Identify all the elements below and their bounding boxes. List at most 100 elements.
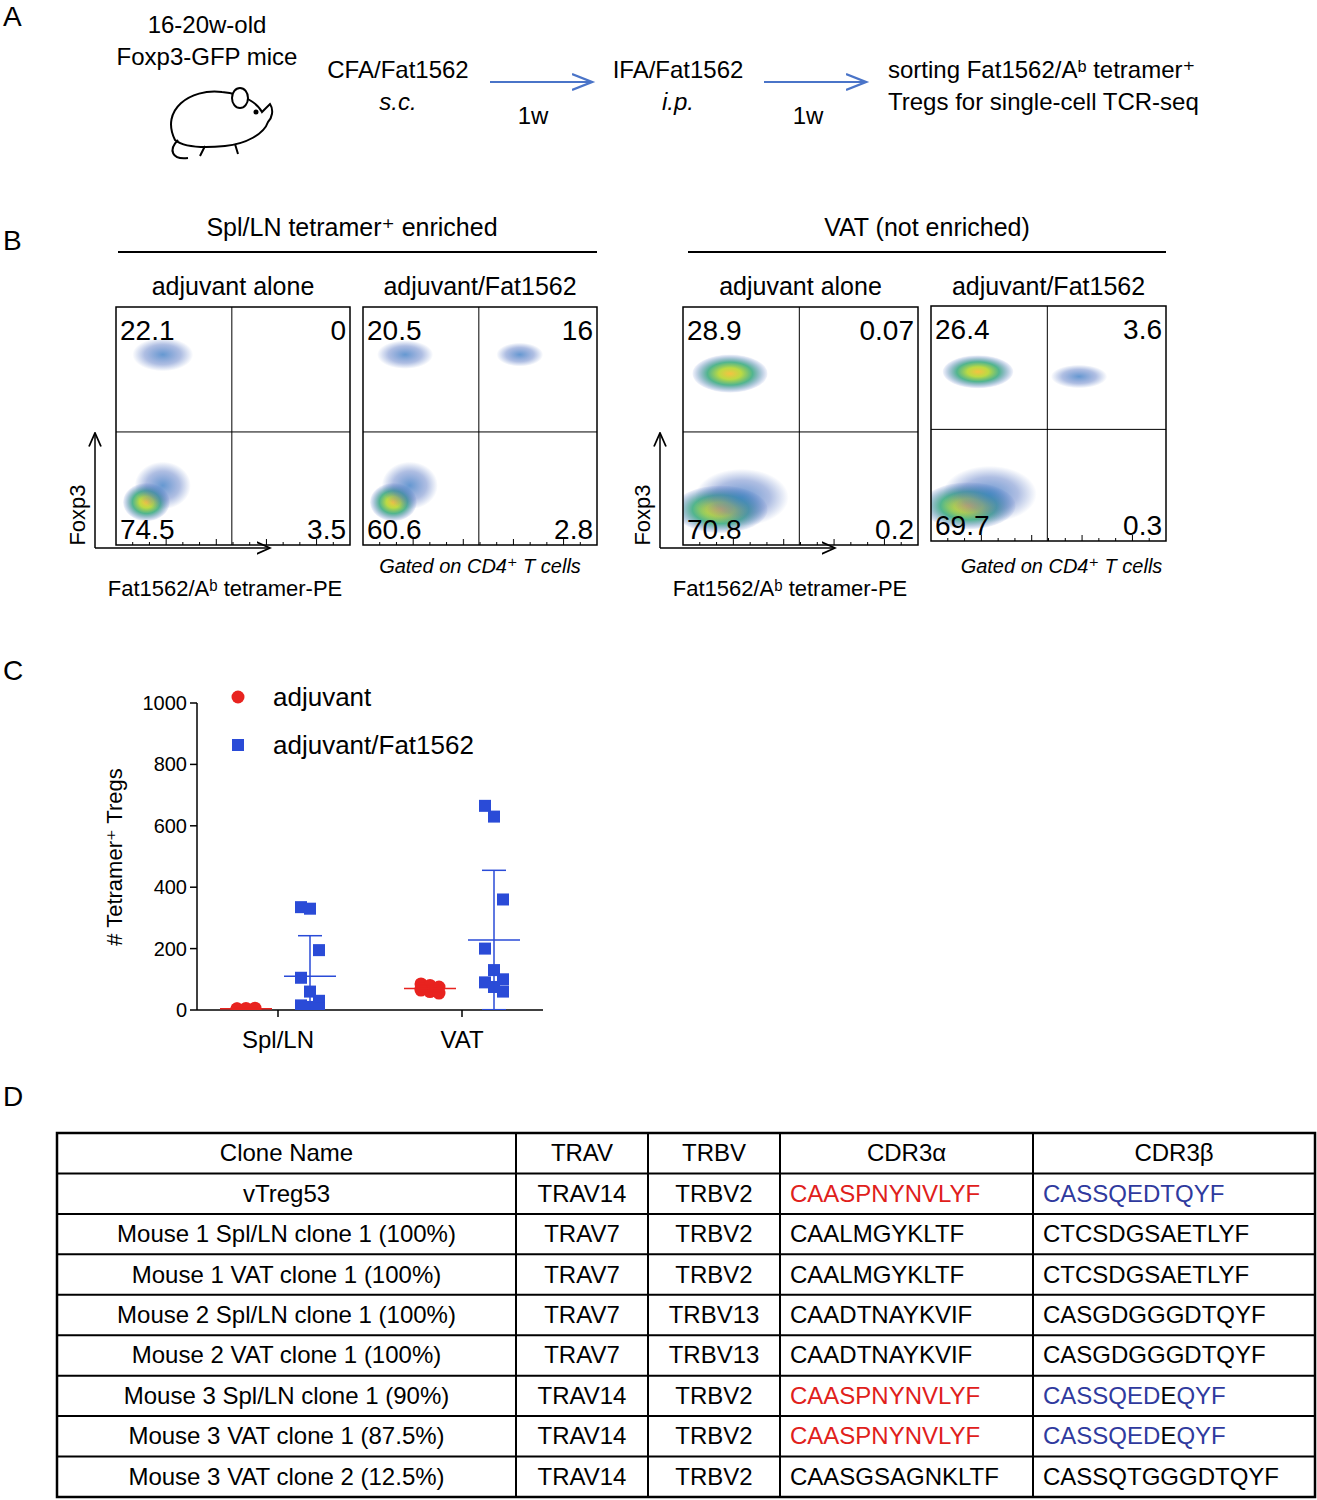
table-cell: TRAV14	[538, 1463, 627, 1490]
group-title: Spl/LN tetramer⁺ enriched	[206, 213, 497, 241]
label: s.c.	[379, 88, 416, 115]
label: CFA/Fat1562	[327, 56, 468, 83]
table-cell: CASGDGGGDTQYF	[1043, 1301, 1266, 1328]
label: IFA/Fat1562	[613, 56, 744, 83]
data-point	[479, 943, 491, 955]
axis-tick	[834, 539, 835, 545]
table-rule	[57, 1294, 1315, 1296]
y-tick	[190, 1009, 197, 1011]
quadrant-gate	[799, 307, 800, 545]
panel-label: C	[3, 655, 23, 686]
error-bar-cap	[234, 1009, 258, 1010]
axis-arrow	[95, 547, 270, 549]
label: 1w	[518, 102, 549, 129]
table-rule	[57, 1253, 1315, 1255]
quadrant-percent: 70.8	[687, 514, 742, 545]
axis-label: Fat1562/Aᵇ tetramer-PE	[673, 576, 908, 601]
table-header: Clone Name	[220, 1139, 353, 1166]
error-bar	[234, 1008, 258, 1009]
quadrant-percent: 2.8	[554, 514, 593, 545]
table-cell: TRAV14	[538, 1422, 627, 1449]
plot-frame	[116, 307, 350, 545]
arrow	[490, 81, 592, 83]
axis-label: # Tetramer⁺ Tregs	[102, 768, 127, 946]
plot-title: adjuvant/Fat1562	[952, 272, 1145, 300]
axis-tick	[800, 542, 801, 545]
axis-tick	[233, 542, 234, 545]
sequence-segment: E	[1160, 1422, 1176, 1449]
data-point	[497, 986, 509, 998]
axis-tick	[783, 539, 784, 545]
y-tick	[190, 764, 197, 766]
error-bar-cap	[418, 984, 442, 986]
label: Tregs for single-cell TCR-seq	[888, 88, 1199, 115]
arrow	[764, 81, 866, 83]
table-header: TRBV	[682, 1139, 746, 1166]
table-cell: CAASPNYNVLYF	[790, 1180, 980, 1207]
axis-tick	[216, 539, 217, 545]
axis-tick	[766, 542, 767, 545]
table-header: TRAV	[551, 1139, 613, 1166]
quadrant-gate	[1047, 306, 1048, 541]
data-point	[497, 893, 509, 905]
axis-label: Foxp3	[65, 484, 90, 545]
axis-tick	[463, 539, 464, 545]
axis-tick	[1098, 538, 1099, 541]
axis-tick	[513, 539, 514, 545]
x-tick-label: Spl/LN	[242, 1026, 314, 1053]
table-rule	[515, 1133, 517, 1497]
y-tick-label: 0	[176, 999, 187, 1021]
axis-tick	[1048, 538, 1049, 541]
sequence-segment: E	[1160, 1382, 1176, 1409]
plot-title: adjuvant alone	[152, 272, 315, 300]
table-cell: Mouse 1 Spl/LN clone 1 (100%)	[117, 1220, 456, 1247]
table-cell: TRAV7	[544, 1301, 620, 1328]
quadrant-gate	[116, 431, 350, 432]
x-tick	[277, 1010, 279, 1017]
y-tick-label: 400	[154, 876, 187, 898]
y-tick-label: 800	[154, 753, 187, 775]
data-point	[304, 903, 316, 915]
quadrant-gate	[231, 307, 232, 545]
table-cell: TRBV2	[675, 1261, 752, 1288]
quadrant-percent: 26.4	[935, 314, 990, 345]
quadrant-percent: 0.2	[875, 514, 914, 545]
quadrant-percent: 69.7	[935, 510, 990, 541]
plot-frame	[683, 307, 918, 545]
density-area	[370, 340, 543, 521]
plot-area	[220, 800, 520, 1010]
sequence-segment: QYF	[1176, 1382, 1225, 1409]
error-bar-cap	[298, 935, 322, 937]
axis-tick	[850, 542, 851, 545]
panel-label: D	[3, 1081, 23, 1112]
error-bar-cap	[418, 991, 442, 993]
table-cell: CAALMGYKLTF	[790, 1220, 964, 1247]
axis-tick	[1014, 538, 1015, 541]
table-cell: TRAV14	[538, 1180, 627, 1207]
label: i.p.	[662, 88, 694, 115]
table-cell: TRBV2	[675, 1180, 752, 1207]
axis-arrow	[659, 433, 661, 548]
table-cell: CASSQEDTQYF	[1043, 1180, 1224, 1207]
error-bar-stem	[429, 985, 431, 992]
x-axis	[197, 1009, 543, 1011]
axis-tick	[283, 542, 284, 545]
plot-title: adjuvant/Fat1562	[383, 272, 576, 300]
table-cell: Mouse 1 VAT clone 1 (100%)	[132, 1261, 442, 1288]
sequence-segment: QYF	[1176, 1422, 1225, 1449]
quadrant-percent: 28.9	[687, 315, 742, 346]
legend-marker	[232, 739, 244, 751]
plot-frame	[363, 307, 597, 545]
quadrant-gate	[478, 307, 479, 545]
axis-tick	[480, 542, 481, 545]
label: sorting Fat1562/Aᵇ tetramer⁺	[888, 56, 1195, 83]
cell-density	[943, 355, 1014, 388]
table-cell: TRAV7	[544, 1220, 620, 1247]
table-cell: Mouse 3 Spl/LN clone 1 (90%)	[124, 1382, 450, 1409]
y-tick	[190, 886, 197, 888]
table-cell: TRBV2	[675, 1422, 752, 1449]
axis-tick	[546, 542, 547, 545]
gate-note: Gated on CD4⁺ T cells	[379, 555, 581, 577]
quadrant-percent: 16	[562, 315, 593, 346]
sequence-segment: CASSQED	[1043, 1422, 1160, 1449]
